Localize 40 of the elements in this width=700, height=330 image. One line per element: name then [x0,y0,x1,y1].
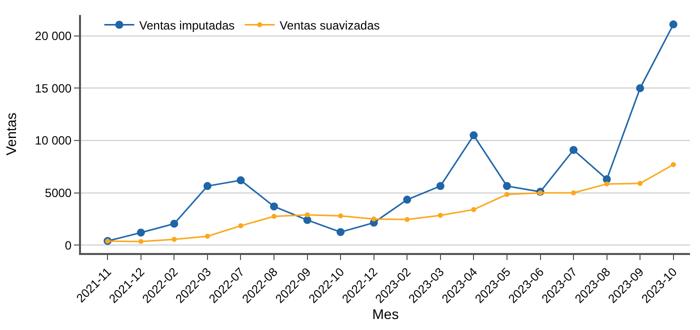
y-tick-label: 0 [64,238,72,252]
y-tick-label: 5000 [44,186,72,200]
point [172,236,177,242]
point [336,228,345,236]
y-axis-title: Ventas [2,112,19,156]
point [471,207,476,212]
point [502,182,511,190]
y-tick-label: 15 000 [34,81,72,96]
point [436,182,444,190]
point [272,214,277,219]
point [571,190,576,196]
point [504,192,510,197]
point [403,196,412,204]
point [371,216,376,222]
y-tick-label: 20 000 [34,29,72,44]
point [538,190,543,196]
point [669,20,678,28]
point [170,220,178,228]
point [236,176,245,184]
point [238,223,244,228]
point [203,182,212,190]
x-axis-title: Mes [372,306,399,322]
point [138,238,144,244]
point [638,180,643,186]
point [470,131,478,140]
point [570,146,578,154]
point [136,228,145,237]
point [338,213,344,218]
legend-label: Ventas suavizadas [280,18,380,32]
point [304,212,310,218]
point [438,212,443,218]
y-tick-label: 10 000 [34,134,72,148]
point [636,84,644,92]
legend-label: Ventas imputadas [139,18,235,32]
point [303,216,312,224]
point [270,202,278,210]
point [604,181,610,186]
point [670,162,676,168]
point [204,234,210,239]
point [404,217,410,222]
